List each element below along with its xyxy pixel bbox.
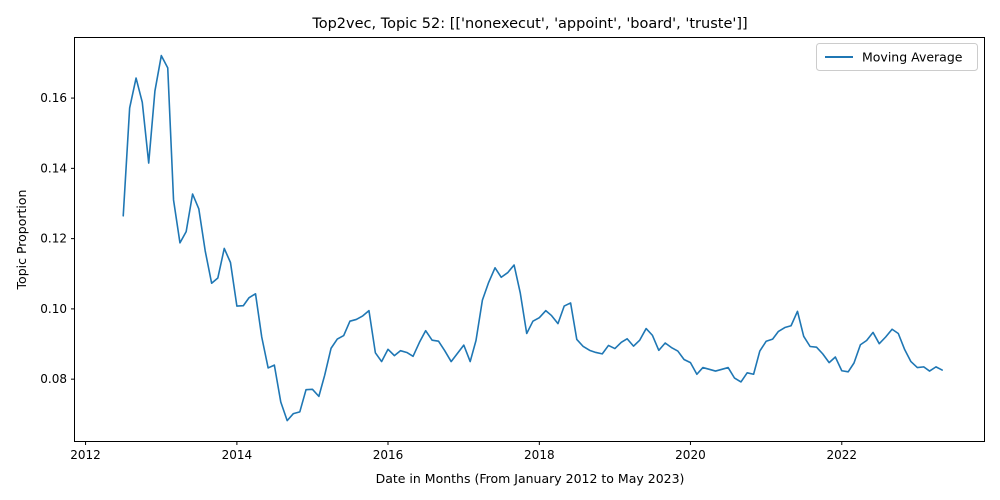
plot-area-frame <box>74 37 985 442</box>
x-axis-label: Date in Months (From January 2012 to May… <box>376 471 685 486</box>
x-tick-label: 2020 <box>675 448 706 462</box>
x-tick-label: 2018 <box>524 448 555 462</box>
series-layer <box>122 54 943 422</box>
x-tick-label: 2016 <box>373 448 404 462</box>
legend-box <box>816 43 978 71</box>
y-tick-label: 0.12 <box>40 232 67 246</box>
x-axis: 2012 2014 2016 2018 2020 2022 <box>70 441 857 462</box>
y-tick-label: 0.14 <box>40 161 67 175</box>
series-line-0 <box>122 54 943 422</box>
legend-label: Moving Average <box>862 50 963 65</box>
y-tick-label: 0.08 <box>40 372 67 386</box>
y-axis-label: Topic Proportion <box>14 190 29 291</box>
x-tick-label: 2022 <box>827 448 858 462</box>
legend: Moving Average <box>816 43 978 71</box>
chart-title: Top2vec, Topic 52: [['nonexecut', 'appoi… <box>311 16 747 32</box>
y-tick-label: 0.16 <box>40 91 67 105</box>
y-tick-label: 0.10 <box>40 302 67 316</box>
y-axis: 0.08 0.10 0.12 0.14 0.16 <box>40 91 75 386</box>
x-tick-label: 2014 <box>222 448 253 462</box>
x-tick-label: 2012 <box>70 448 101 462</box>
